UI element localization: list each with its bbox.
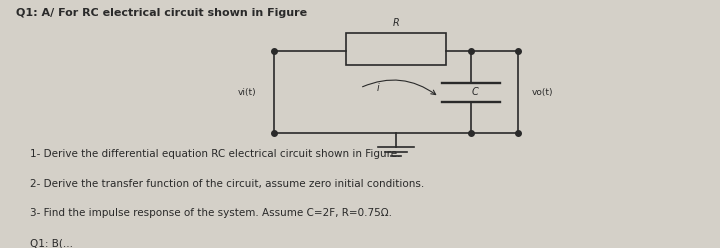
Text: 1- Derive the differential equation RC electrical circuit shown in Figure.: 1- Derive the differential equation RC e…: [30, 149, 400, 159]
Text: C: C: [471, 88, 478, 97]
Text: 3- Find the impulse response of the system. Assume C=2F, R=0.75Ω.: 3- Find the impulse response of the syst…: [30, 209, 392, 218]
Bar: [346, 33, 446, 65]
Text: 2- Derive the transfer function of the circuit, assume zero initial conditions.: 2- Derive the transfer function of the c…: [30, 179, 424, 189]
Text: R: R: [392, 18, 399, 28]
FancyArrowPatch shape: [363, 80, 436, 94]
Text: i: i: [377, 83, 379, 93]
Text: vo(t): vo(t): [532, 88, 554, 97]
Text: Q1: A/ For RC electrical circuit shown in Figure: Q1: A/ For RC electrical circuit shown i…: [16, 8, 307, 18]
Text: Q1: B(...: Q1: B(...: [30, 238, 73, 248]
Text: vi(t): vi(t): [238, 88, 256, 97]
